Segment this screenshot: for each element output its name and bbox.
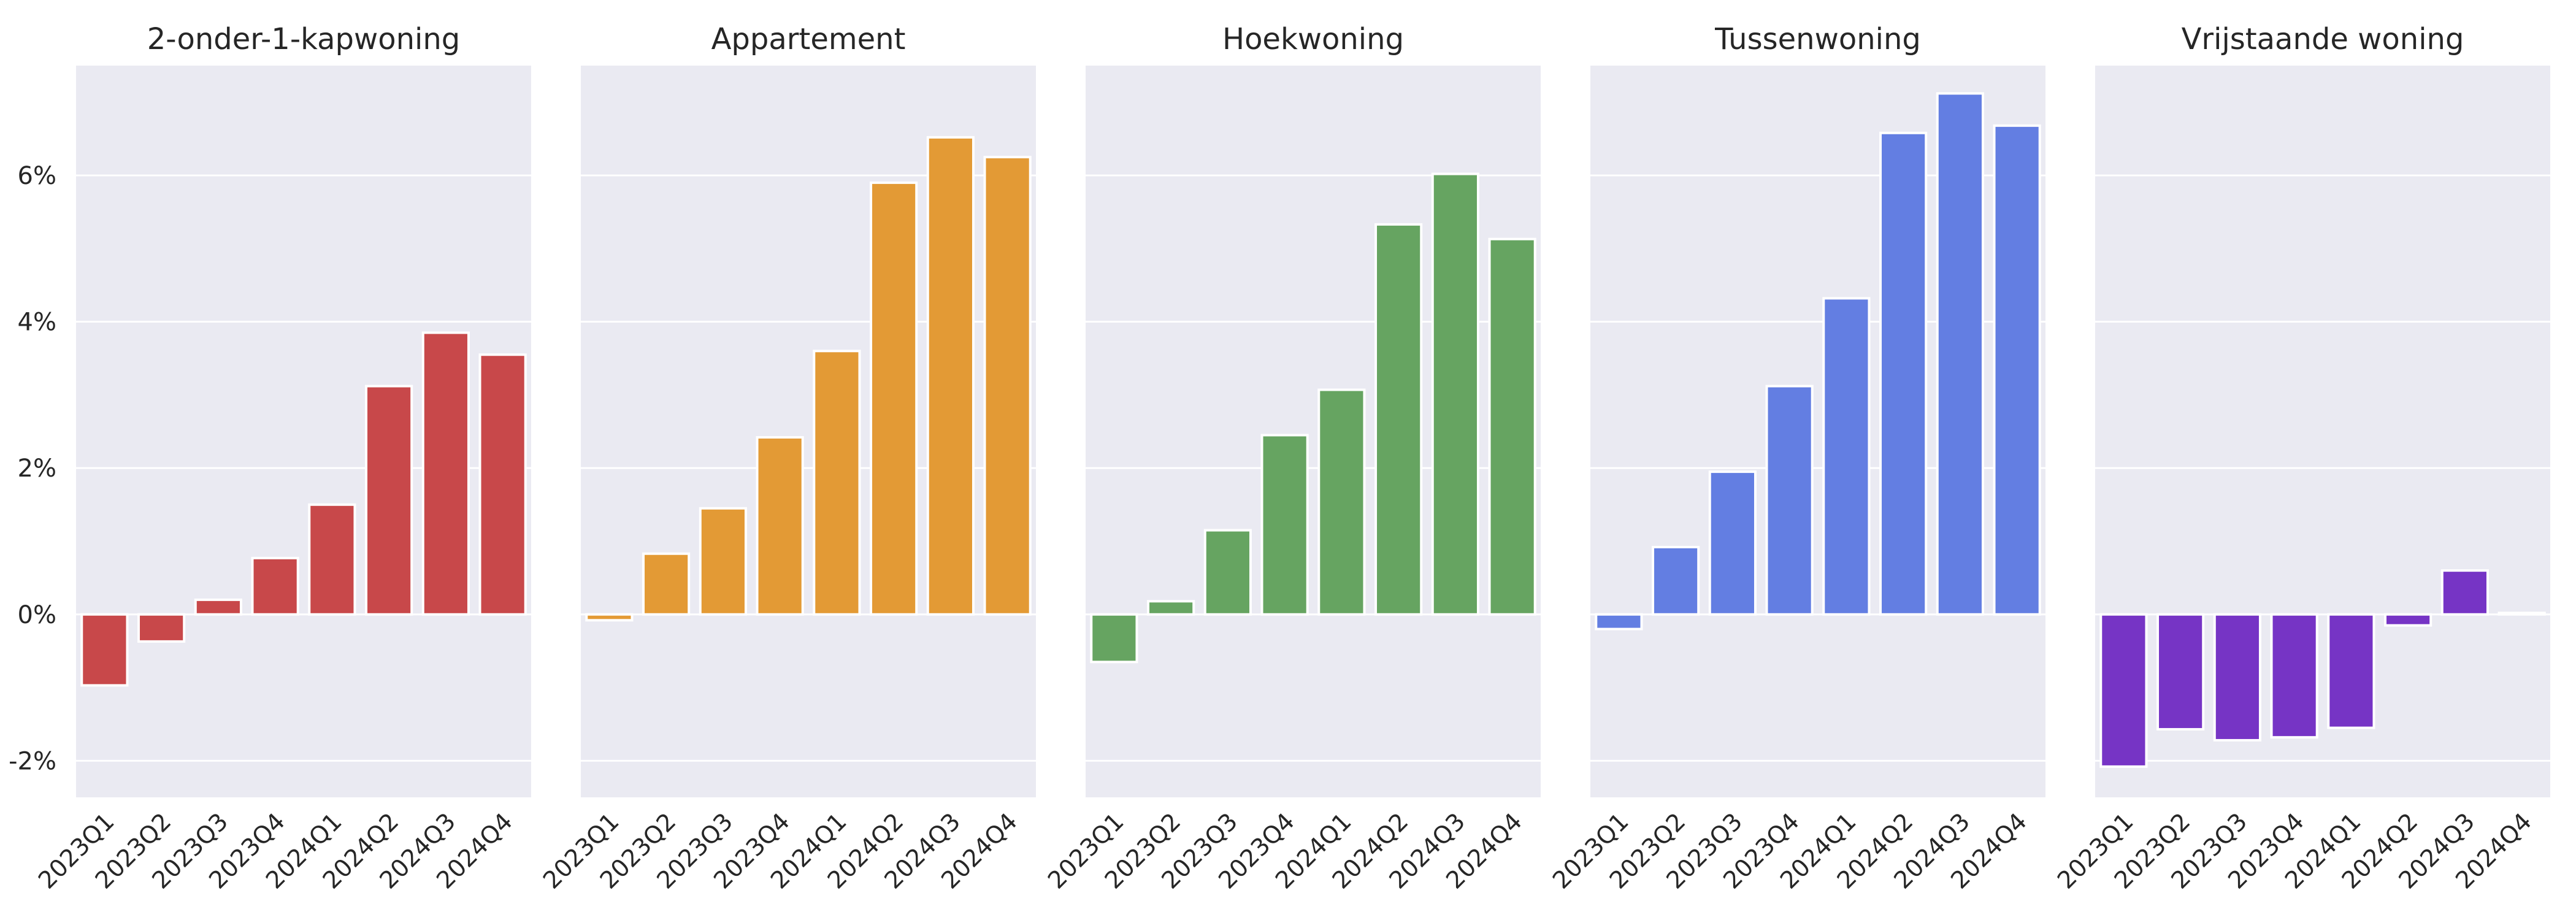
bar	[2384, 613, 2432, 627]
panel-title: Appartement	[711, 22, 906, 56]
bar	[194, 598, 242, 616]
bar	[1708, 470, 1757, 616]
bar	[1652, 545, 1700, 616]
bar	[1147, 600, 1195, 616]
bar	[421, 331, 470, 616]
bar	[870, 181, 918, 616]
bar	[1765, 385, 1814, 616]
bar	[756, 436, 804, 616]
y-tick-label: -2%	[9, 747, 56, 775]
panel-title: Vrijstaande woning	[2182, 22, 2464, 56]
bar	[1203, 529, 1252, 616]
bar	[2270, 613, 2318, 739]
bar	[926, 136, 975, 616]
bar	[80, 613, 129, 687]
panel-title: 2-onder-1-kapwoning	[147, 22, 461, 56]
y-tick-label: 0%	[18, 601, 56, 629]
panel-4: Vrijstaande woning2023Q12023Q22023Q32023…	[2052, 22, 2550, 895]
bar	[2440, 569, 2489, 616]
bar	[2327, 613, 2375, 729]
bar	[1317, 388, 1366, 616]
bar	[1260, 434, 1309, 616]
bar	[308, 503, 356, 616]
panel-title: Tussenwoning	[1714, 22, 1921, 56]
y-tick-label: 6%	[18, 162, 56, 190]
bar	[251, 556, 299, 616]
bar	[699, 507, 747, 616]
bar	[1936, 92, 1984, 616]
panel-1: Appartement2023Q12023Q22023Q32023Q42024Q…	[538, 22, 1036, 895]
bar	[983, 156, 1032, 616]
y-tick-label: 2%	[18, 454, 56, 483]
bar	[1595, 613, 1643, 631]
bar	[1879, 131, 1928, 616]
bar	[137, 613, 186, 643]
bar	[1488, 237, 1536, 616]
y-tick-label: 4%	[18, 309, 56, 337]
bar	[2099, 613, 2148, 768]
bar	[2213, 613, 2261, 742]
bar	[1822, 297, 1871, 616]
bar	[813, 350, 861, 616]
bar	[585, 613, 634, 622]
bar	[478, 353, 527, 616]
bar	[1374, 223, 1423, 616]
bar	[1090, 613, 1138, 664]
bar	[642, 552, 691, 616]
panel-3: Tussenwoning2023Q12023Q22023Q32023Q42024…	[1547, 22, 2045, 895]
bar	[1993, 124, 2041, 616]
bar	[365, 385, 413, 616]
bar	[1431, 172, 1479, 616]
bar	[2156, 613, 2205, 731]
panel-0: 2-onder-1-kapwoning2023Q12023Q22023Q3202…	[33, 22, 531, 895]
panel-2: Hoekwoning2023Q12023Q22023Q32023Q42024Q1…	[1043, 22, 1541, 895]
panel-title: Hoekwoning	[1222, 22, 1404, 56]
bar	[2497, 611, 2546, 616]
